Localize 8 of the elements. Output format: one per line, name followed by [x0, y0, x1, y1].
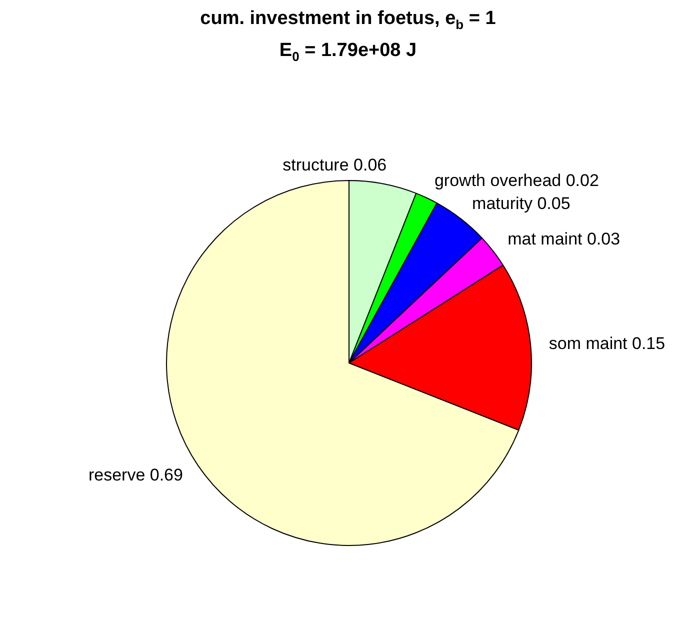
slice-label: mat maint 0.03: [508, 230, 620, 249]
slice-label: growth overhead 0.02: [434, 171, 599, 190]
slice-label: structure 0.06: [282, 155, 387, 174]
slice-label: maturity 0.05: [472, 194, 570, 214]
slice-label: reserve 0.69: [88, 466, 183, 485]
slice-label: som maint 0.15: [548, 334, 666, 353]
chart-title: cum. investment in foetus, e$_{b}$ = 1: [199, 7, 497, 34]
chart-subtitle: E$_{0}$ = 1.79e+08 J: [278, 40, 418, 66]
